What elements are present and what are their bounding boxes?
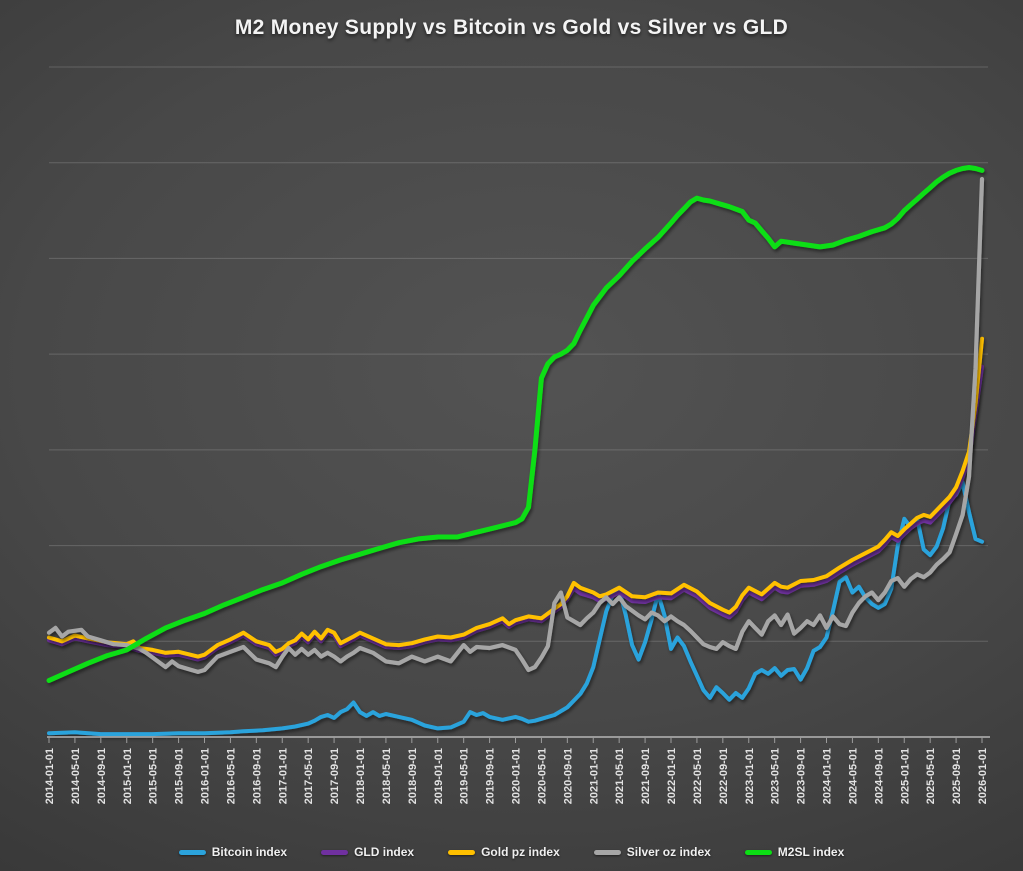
x-axis-label: 2025-05-01 [925, 748, 937, 804]
x-axis-label: 2018-09-01 [407, 748, 419, 804]
x-axis-label: 2021-05-01 [614, 748, 626, 804]
x-axis-label: 2015-01-01 [122, 748, 134, 804]
legend-label-m2sl: M2SL index [777, 845, 845, 859]
x-axis-label: 2015-09-01 [174, 748, 186, 804]
x-axis-labels: 2014-01-01 2014-05-01 2014-09-01 2015-01-01… [44, 748, 989, 804]
series-line-bitcoin-index [47, 480, 984, 737]
series-line-m2sl-index [46, 165, 985, 683]
x-axis-label: 2015-05-01 [148, 748, 160, 804]
x-axis-label: 2019-09-01 [485, 748, 497, 804]
x-axis-label: 2023-09-01 [796, 748, 808, 804]
x-axis-label: 2016-05-01 [225, 748, 237, 804]
legend-item-gld: GLD index [321, 845, 414, 859]
series-lines [46, 165, 985, 737]
x-axis-label: 2020-05-01 [536, 748, 548, 804]
x-axis-label: 2022-01-01 [666, 748, 678, 804]
x-axis-label: 2026-01-01 [977, 748, 989, 804]
x-axis-label: 2014-01-01 [44, 748, 56, 804]
legend-swatch-gld [321, 849, 349, 855]
x-axis-label: 2024-01-01 [822, 748, 834, 804]
x-axis-label: 2025-01-01 [899, 748, 911, 804]
series-line-gld-index [47, 364, 984, 662]
gridlines [49, 66, 988, 642]
x-axis [47, 736, 990, 743]
legend-item-bitcoin: Bitcoin index [178, 845, 288, 859]
x-axis-label: 2017-05-01 [303, 748, 315, 804]
x-axis-label: 2019-01-01 [433, 748, 445, 804]
x-axis-label: 2022-05-01 [692, 748, 704, 804]
x-axis-label: 2019-05-01 [459, 748, 471, 804]
x-axis-label: 2021-09-01 [640, 748, 652, 804]
x-axis-label: 2020-01-01 [511, 748, 523, 804]
x-axis-label: 2018-01-01 [355, 748, 367, 804]
legend-item-silver-oz: Silver oz index [593, 845, 711, 859]
x-axis-label: 2024-05-01 [847, 748, 859, 804]
legend-label-gld: GLD index [354, 845, 415, 859]
x-axis-label: 2021-01-01 [588, 748, 600, 804]
x-axis-label: 2023-05-01 [770, 748, 782, 804]
legend: Bitcoin index GLD index Gold pz index Si… [0, 845, 1023, 859]
x-axis-label: 2020-09-01 [562, 748, 574, 804]
x-axis-label: 2014-09-01 [96, 748, 108, 804]
legend-item-gold-pz: Gold pz index [448, 845, 560, 859]
x-axis-label: 2025-09-01 [951, 748, 963, 804]
legend-swatch-bitcoin [178, 849, 206, 855]
x-axis-label: 2017-01-01 [277, 748, 289, 804]
legend-swatch-m2sl [744, 849, 772, 855]
x-axis-label: 2024-09-01 [873, 748, 885, 804]
legend-item-m2sl: M2SL index [744, 845, 845, 859]
legend-swatch-gold-pz [448, 849, 476, 855]
chart-title: M2 Money Supply vs Bitcoin vs Gold vs Si… [234, 16, 789, 39]
series-line-gold-pz-index [47, 336, 984, 659]
x-axis-label: 2023-01-01 [744, 748, 756, 804]
x-axis-label: 2014-05-01 [70, 748, 82, 804]
legend-swatch-silver-oz [593, 849, 621, 855]
x-axis-label: 2018-05-01 [381, 748, 393, 804]
legend-label-silver-oz: Silver oz index [626, 845, 711, 859]
x-axis-label: 2017-09-01 [329, 748, 341, 804]
x-axis-label: 2016-01-01 [200, 748, 212, 804]
x-axis-label: 2022-09-01 [718, 748, 730, 804]
legend-label-gold-pz: Gold pz index [481, 845, 560, 859]
x-axis-label: 2016-09-01 [251, 748, 263, 804]
legend-label-bitcoin: Bitcoin index [211, 845, 288, 859]
series-line-silver-oz-index [46, 176, 985, 674]
